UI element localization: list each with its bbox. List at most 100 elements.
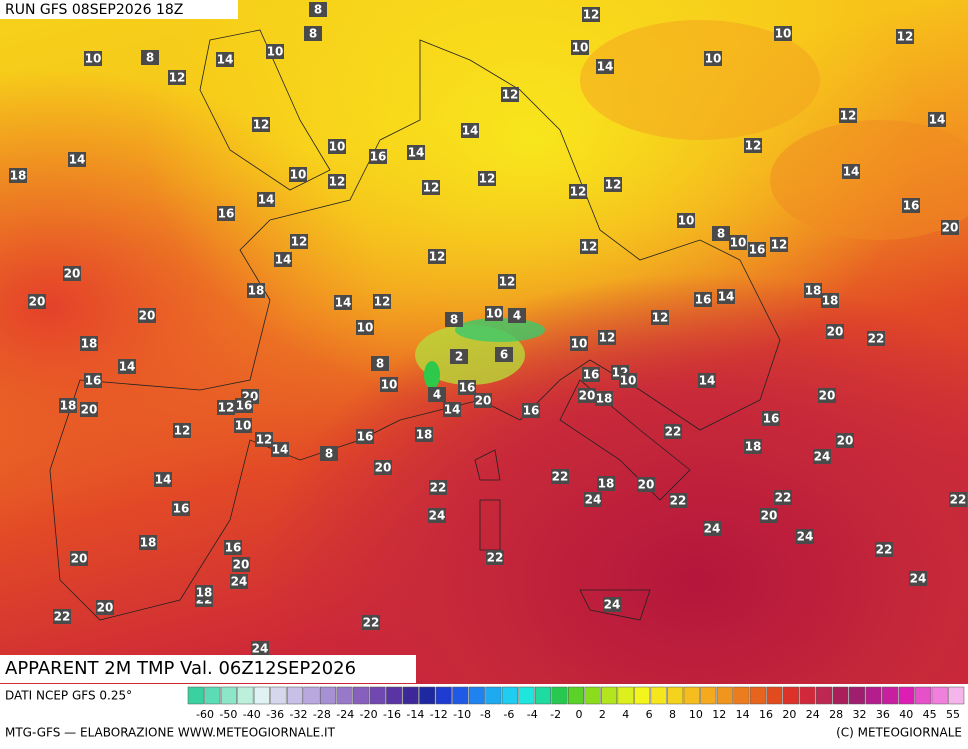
label-box [570,336,588,351]
label-box [138,308,156,323]
label-box [195,585,213,600]
temperature-label: 18 [140,536,157,550]
legend-swatch [898,686,915,705]
legend-swatch [749,686,766,705]
label-box [498,274,516,289]
temperature-label: 16 [695,293,712,307]
label-box [428,249,446,264]
label-box [80,402,98,417]
temperature-label: 20 [942,221,959,235]
temperature-label: 12 [169,71,186,85]
label-box [603,597,621,612]
label-box [443,402,461,417]
label-box [230,574,248,589]
temperature-label: 24 [429,509,446,523]
temperature-label: 20 [837,434,854,448]
legend-swatch [353,686,370,705]
label-box [450,349,468,364]
legend-swatch [551,686,568,705]
temperature-label: 24 [252,642,269,656]
temperature-label: 12 [570,185,587,199]
label-box [415,427,433,442]
temperature-label: 12 [605,178,622,192]
legend-swatch [782,686,799,705]
legend-swatch [286,686,303,705]
legend-swatch [419,686,436,705]
label-box [485,306,503,321]
temperature-label: 16 [370,150,387,164]
label-box [664,424,682,439]
temperature-label: 10 [571,337,588,351]
temperature-label: 10 [486,307,503,321]
legend-tick-label: 40 [899,708,913,721]
label-box [371,356,389,371]
label-box [669,493,687,508]
temperature-label: 20 [475,394,492,408]
legend-tick-label: 6 [646,708,653,721]
legend-swatch [303,686,320,705]
legend-swatch [716,686,733,705]
temperature-label: 16 [357,430,374,444]
temperature-label: 12 [599,331,616,345]
temperature-label: 8 [450,313,458,327]
legend-swatch [815,686,832,705]
label-box [508,308,526,323]
label-box [694,292,712,307]
legend-tick-label: -40 [243,708,261,721]
legend-swatch [766,686,783,705]
legend-swatch [237,686,254,705]
temperature-label: 8 [376,357,384,371]
legend-swatch [948,686,965,705]
temperature-label: 12 [329,175,346,189]
label-box [428,508,446,523]
source-text: DATI NCEP GFS 0.25° [5,689,132,703]
temperature-label: 22 [950,493,967,507]
legend-swatch [634,686,651,705]
label-box [235,398,253,413]
label-box [821,293,839,308]
legend-tick-label: 28 [829,708,843,721]
temperature-label: 8 [325,447,333,461]
label-box [677,213,695,228]
run-text: RUN GFS 08SEP2026 18Z [5,2,183,18]
temperature-label: 18 [196,586,213,600]
temperature-label: 14 [699,374,716,388]
label-box [826,324,844,339]
temperature-label: 18 [822,294,839,308]
temperature-label: 12 [581,240,598,254]
temperature-label: 16 [903,199,920,213]
temperature-label: 16 [85,374,102,388]
temperature-label: 22 [430,481,447,495]
label-box [598,330,616,345]
legend-swatch [832,686,849,705]
label-box [896,29,914,44]
legend-swatch [369,686,386,705]
legend-tick-label: -6 [503,708,514,721]
label-box [70,551,88,566]
legend-tick-label: 0 [576,708,583,721]
legend-tick-label: -16 [383,708,401,721]
label-box [760,508,778,523]
temperature-label: 18 [81,337,98,351]
legend-swatch [253,686,270,705]
legend-tick-label: -24 [336,708,354,721]
temperature-label: 20 [579,389,596,403]
temperature-label: 24 [604,598,621,612]
temperature-label: 14 [843,165,860,179]
label-box [373,294,391,309]
temperature-label: 16 [236,399,253,413]
temperature-label: 12 [652,311,669,325]
legend-swatch [799,686,816,705]
legend-swatch [865,686,882,705]
legend-swatch [501,686,518,705]
temperature-label: 10 [678,214,695,228]
copyright-text: (C) METEOGIORNALE [836,726,962,740]
label-box [637,477,655,492]
legend-tick-label: 45 [923,708,937,721]
temperature-label: 10 [730,236,747,250]
label-box [902,198,920,213]
temperature-label: 22 [775,491,792,505]
temperature-label: 16 [173,502,190,516]
color-legend: -60 -50 -40 -36 -32 -28 -24 -20 -16 -14 -12 -10 -8 -6… [187,686,965,721]
temperature-label: 24 [585,493,602,507]
